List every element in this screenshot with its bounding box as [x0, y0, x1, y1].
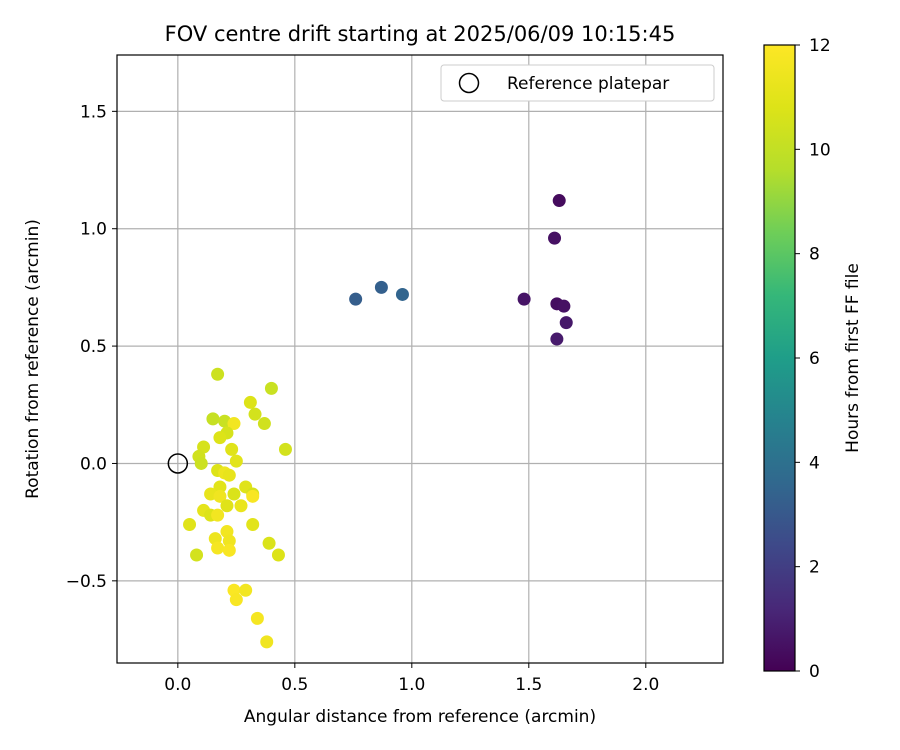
colorbar-gradient — [763, 44, 796, 672]
plot-frame — [116, 54, 724, 664]
colorbar-ticks: 0 2 4 6 8 10 12 — [795, 36, 831, 682]
colorbar-label: Hours from first FF file — [843, 263, 863, 453]
data-point — [194, 456, 208, 470]
y-axis-ticks: −0.5 0.0 0.5 1.0 1.5 — [66, 102, 117, 592]
data-point — [262, 536, 276, 550]
colorbar-tick-label: 8 — [809, 245, 820, 265]
data-point — [222, 468, 236, 482]
data-point — [250, 611, 264, 625]
data-point — [246, 489, 260, 503]
x-axis-label: Angular distance from reference (arcmin) — [244, 707, 596, 727]
data-point — [234, 499, 248, 513]
x-tick-label: 0.5 — [281, 675, 308, 695]
data-point — [246, 517, 260, 531]
data-point — [213, 431, 227, 445]
data-point — [227, 487, 241, 501]
data-point — [206, 412, 220, 426]
data-point — [211, 541, 225, 555]
chart-title: FOV centre drift starting at 2025/06/09 … — [165, 22, 676, 46]
x-tick-label: 1.0 — [398, 675, 425, 695]
data-point — [227, 417, 241, 431]
data-point — [257, 417, 271, 431]
x-tick-label: 0.0 — [164, 675, 191, 695]
y-axis-label: Rotation from reference (arcmin) — [23, 219, 43, 499]
x-axis-ticks: 0.0 0.5 1.0 1.5 2.0 — [164, 663, 659, 695]
x-tick-label: 1.5 — [515, 675, 542, 695]
data-point — [220, 499, 234, 513]
colorbar-tick-label: 6 — [809, 349, 820, 369]
data-point — [374, 280, 388, 294]
data-point — [222, 543, 236, 557]
data-point — [552, 194, 566, 208]
y-tick-label: −0.5 — [66, 572, 107, 592]
colorbar-tick-label: 0 — [809, 662, 820, 682]
data-point — [395, 287, 409, 301]
reference-platepar-marker — [167, 453, 189, 474]
colorbar-tick-label: 4 — [809, 453, 820, 473]
data-point — [229, 593, 243, 607]
legend-reference-marker — [458, 72, 480, 94]
colorbar-tick-label: 10 — [809, 140, 831, 160]
x-tick-label: 2.0 — [632, 675, 659, 695]
data-point — [239, 583, 253, 597]
data-point — [211, 367, 225, 381]
data-point — [349, 292, 363, 306]
data-points — [183, 194, 573, 649]
data-point — [225, 442, 239, 456]
data-point — [264, 381, 278, 395]
y-tick-label: 1.5 — [80, 102, 107, 122]
legend-box — [440, 64, 715, 102]
data-point — [278, 442, 292, 456]
data-point — [229, 454, 243, 468]
data-point — [517, 292, 531, 306]
y-tick-label: 1.0 — [80, 220, 107, 240]
data-point — [548, 231, 562, 245]
data-point — [190, 548, 204, 562]
data-point — [213, 489, 227, 503]
y-tick-label: 0.5 — [80, 337, 107, 357]
y-tick-label: 0.0 — [80, 454, 107, 474]
data-point — [557, 299, 571, 313]
data-point — [248, 407, 262, 421]
data-point — [271, 548, 285, 562]
data-point — [183, 517, 197, 531]
data-point — [260, 635, 274, 649]
legend-label: Reference platepar — [507, 74, 669, 94]
colorbar-tick-label: 2 — [809, 558, 820, 578]
data-point — [213, 480, 227, 494]
data-point — [222, 534, 236, 548]
data-point — [559, 316, 573, 330]
legend: Reference platepar — [440, 64, 715, 102]
data-point — [211, 508, 225, 522]
grid-lines — [117, 55, 723, 663]
colorbar-tick-label: 12 — [809, 36, 831, 56]
data-point — [243, 395, 257, 409]
data-point — [550, 332, 564, 346]
colorbar: 0 2 4 6 8 10 12 Hours from first FF file — [763, 36, 863, 682]
